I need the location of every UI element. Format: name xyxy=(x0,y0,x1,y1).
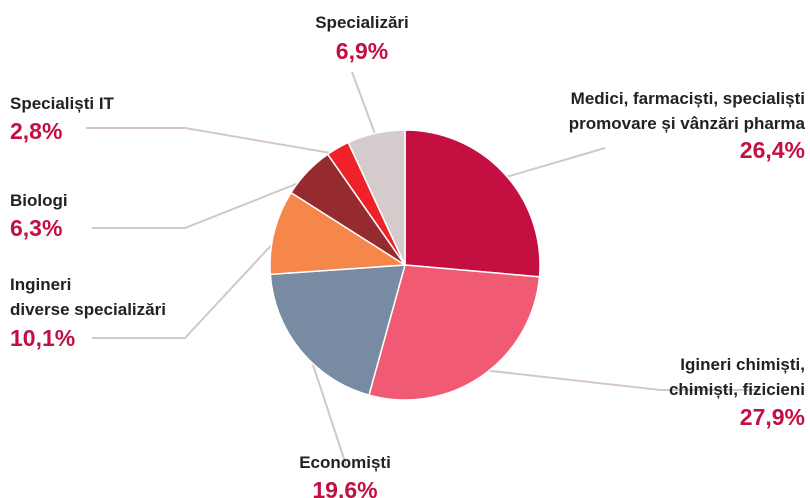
leader-line xyxy=(92,233,283,339)
pie-slice xyxy=(269,191,408,276)
pie-slice xyxy=(404,129,541,278)
slice-label: Biologi xyxy=(10,191,68,210)
value-label: 27,9% xyxy=(739,404,805,430)
pie-slice xyxy=(368,264,541,401)
pie-slice xyxy=(347,129,406,266)
slice-label: Specializări xyxy=(315,13,409,32)
value-label: 10,1% xyxy=(10,325,76,351)
value-label: 2,8% xyxy=(10,118,63,144)
leader-line xyxy=(477,368,760,391)
slice-label: Igineri chimiști, chimiști, fizicieni xyxy=(668,355,805,399)
leader-line xyxy=(92,176,314,229)
value-label: 6,3% xyxy=(10,215,63,241)
leader-line xyxy=(305,345,348,469)
value-label: 6,9% xyxy=(335,38,389,64)
slice-label: Specialiști IT xyxy=(10,94,114,113)
pie-slice xyxy=(269,264,407,397)
value-label: 19.6% xyxy=(312,477,378,498)
slice-label: Economiști xyxy=(299,453,391,472)
slice-label: Medici, farmaciști, specialiști promovar… xyxy=(568,89,805,133)
leader-line xyxy=(498,147,606,181)
slice-label: Ingineri diverse specializări xyxy=(10,275,166,319)
value-label: 26,4% xyxy=(739,137,805,163)
leader-line xyxy=(86,127,342,156)
leader-line xyxy=(351,71,379,142)
